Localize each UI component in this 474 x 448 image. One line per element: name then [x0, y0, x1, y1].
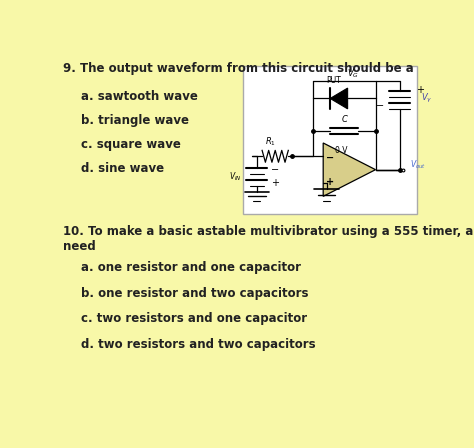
- Polygon shape: [330, 88, 347, 109]
- Text: +: +: [326, 177, 334, 186]
- Text: C: C: [341, 115, 347, 124]
- Text: b. one resistor and two capacitors: b. one resistor and two capacitors: [82, 287, 309, 300]
- Text: $V_{out}$: $V_{out}$: [410, 159, 427, 172]
- Text: b. triangle wave: b. triangle wave: [82, 114, 189, 127]
- Text: d. two resistors and two capacitors: d. two resistors and two capacitors: [82, 338, 316, 351]
- Text: $R_1$: $R_1$: [265, 135, 276, 148]
- Text: 9. The output waveform from this circuit should be a: 9. The output waveform from this circuit…: [63, 62, 414, 75]
- Text: −: −: [376, 101, 384, 111]
- Text: 10. To make a basic astable multivibrator using a 555 timer, as a minimum you
ne: 10. To make a basic astable multivibrato…: [63, 224, 474, 253]
- Text: a. sawtooth wave: a. sawtooth wave: [82, 90, 198, 103]
- Text: +: +: [271, 178, 279, 188]
- Text: PUT: PUT: [326, 76, 341, 85]
- Text: d. sine wave: d. sine wave: [82, 163, 164, 176]
- FancyBboxPatch shape: [243, 66, 418, 214]
- Polygon shape: [323, 143, 375, 196]
- Text: 0 V: 0 V: [336, 146, 348, 155]
- Text: −: −: [326, 153, 334, 163]
- Text: $V_{IN}$: $V_{IN}$: [228, 171, 241, 183]
- Text: c. two resistors and one capacitor: c. two resistors and one capacitor: [82, 313, 308, 326]
- Text: $V_\gamma$: $V_\gamma$: [421, 92, 432, 105]
- Text: +: +: [416, 85, 424, 95]
- Text: −: −: [271, 165, 279, 175]
- Text: $V_G$: $V_G$: [347, 67, 359, 79]
- Text: a. one resistor and one capacitor: a. one resistor and one capacitor: [82, 261, 301, 274]
- Text: c. square wave: c. square wave: [82, 138, 181, 151]
